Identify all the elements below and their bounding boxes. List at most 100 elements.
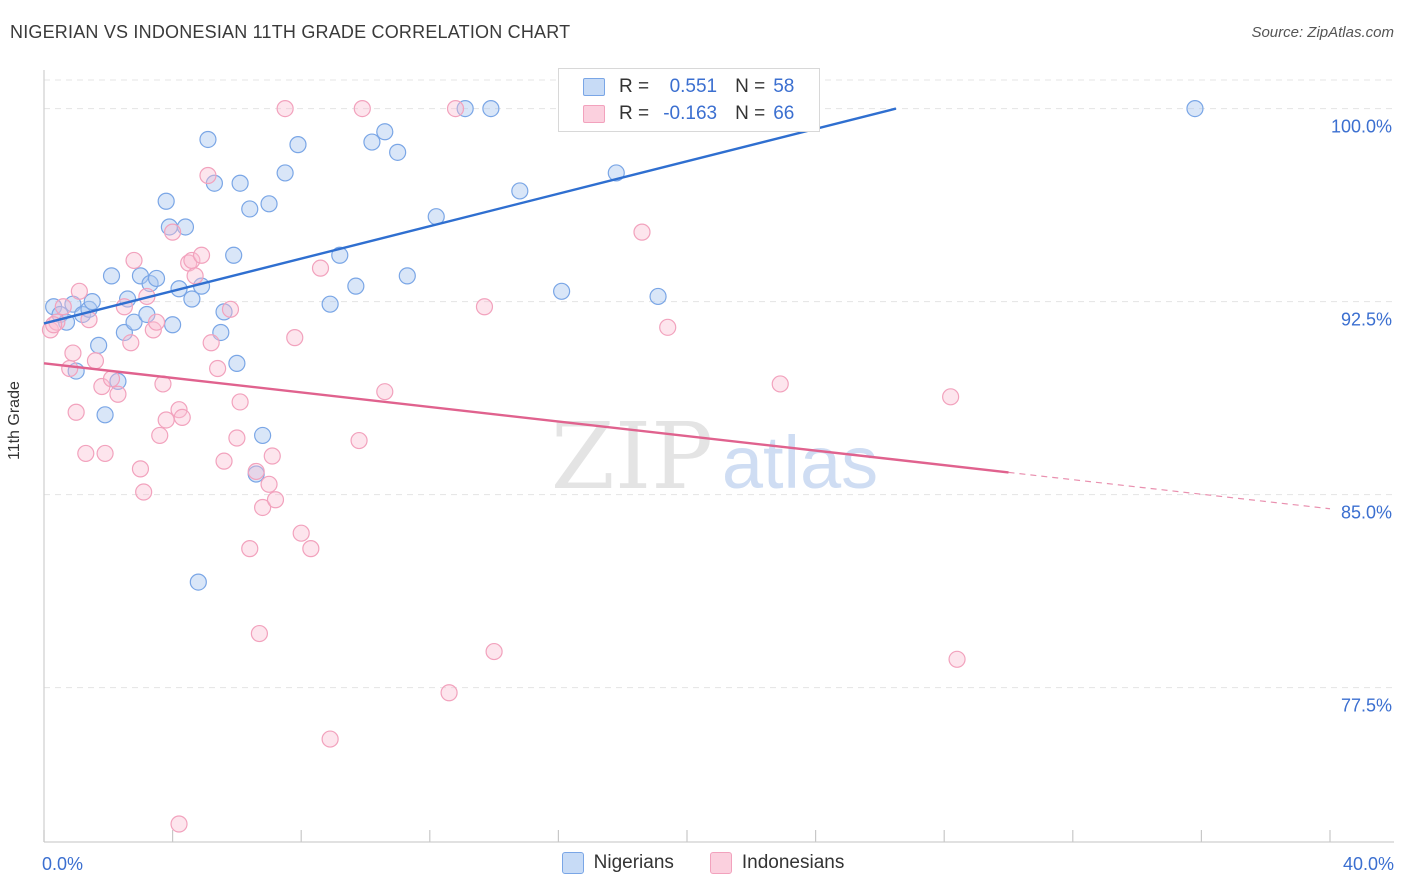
indonesian-point [942, 388, 960, 406]
nigerian-point [347, 277, 365, 295]
y-axis-title: 11th Grade [6, 381, 23, 460]
indonesian-point [228, 429, 246, 447]
nigerian-point [183, 290, 201, 308]
x-tick-label-max: 40.0% [1343, 854, 1394, 874]
indonesian-point [311, 259, 330, 277]
indonesian-point [485, 642, 503, 661]
indonesian-point [215, 452, 233, 470]
watermark: ZIP atlas [551, 403, 878, 510]
nigerian-point [649, 287, 667, 306]
source-label: Source: ZipAtlas.com [1251, 24, 1394, 41]
indonesian-point [192, 246, 211, 264]
indonesian-point [96, 444, 114, 463]
indonesian-point [446, 99, 465, 118]
x-tick-label-min: 0.0% [42, 854, 83, 874]
indonesian-point [173, 408, 191, 426]
nigerian-point [321, 295, 339, 313]
indonesian-point [948, 650, 966, 668]
indonesian-point [61, 359, 79, 378]
indonesian-point [231, 393, 249, 411]
indonesians-swatch [583, 105, 605, 123]
indonesian-point [302, 540, 320, 558]
nigerians-legend-label: Nigerians [593, 852, 674, 873]
nigerian-point [90, 336, 108, 354]
nigerian-point [164, 316, 182, 334]
y-tick-label: 100.0% [1331, 117, 1392, 137]
tick-label-layer: 77.5% 85.0% 92.5% 100.0% 0.0% 40.0% [42, 117, 1394, 874]
indonesian-point [659, 318, 677, 336]
y-tick-label: 92.5% [1341, 310, 1392, 330]
nigerian-point [96, 406, 114, 424]
indonesian-point [125, 251, 143, 270]
nigerians-r-value: 0.551 [669, 76, 718, 97]
nigerian-point [553, 282, 571, 300]
grid-layer [44, 79, 1394, 689]
nigerian-point [389, 143, 407, 161]
nigerian-trend-line [43, 107, 897, 325]
nigerian-point [228, 354, 246, 372]
indonesian-point [170, 815, 188, 833]
indonesian-point [350, 431, 368, 450]
legend-r-label: R = [619, 103, 650, 124]
points-layer [41, 97, 1204, 833]
nigerian-point [241, 200, 259, 218]
indonesian-point [250, 624, 269, 643]
trend-layer [43, 107, 1331, 510]
nigerian-point [511, 182, 529, 200]
indonesian-point [209, 359, 227, 378]
nigerians-legend-swatch [561, 852, 584, 874]
legend-item-indonesians: Indonesians [709, 852, 845, 874]
nigerian-point [331, 246, 349, 264]
nigerian-point [176, 218, 195, 236]
indonesian-point [475, 298, 494, 316]
indonesian-point [122, 334, 140, 352]
nigerian-point [1186, 99, 1204, 118]
indonesians-r-value: -0.163 [663, 103, 718, 124]
chart-title: NIGERIAN VS INDONESIAN 11TH GRADE CORREL… [10, 22, 571, 42]
indonesian-point [633, 223, 651, 241]
indonesian-point [64, 344, 82, 362]
indonesian-trend-line [43, 362, 1009, 474]
nigerian-point [231, 174, 249, 192]
series-legend: Nigerians Indonesians [0, 852, 1406, 874]
watermark-atlas: atlas [722, 421, 878, 504]
legend-row-indonesians: R = -0.163 N = 66 [583, 102, 812, 126]
indonesian-point [276, 99, 294, 118]
nigerian-point [157, 192, 175, 210]
nigerians-swatch [583, 78, 605, 96]
legend-r-label: R = [619, 76, 650, 97]
indonesian-point [266, 491, 285, 509]
y-tick-label: 85.0% [1341, 503, 1392, 523]
indonesian-point [164, 223, 182, 241]
indonesian-point [440, 684, 458, 702]
nigerian-point [199, 130, 217, 149]
indonesian-point [254, 498, 272, 517]
indonesian-point [135, 483, 153, 501]
nigerian-point [376, 123, 394, 141]
nigerian-point [363, 133, 381, 151]
indonesian-point [260, 475, 278, 493]
legend-n-label: N = [735, 76, 766, 97]
indonesian-point [147, 313, 166, 331]
nigerian-point [147, 269, 166, 288]
nigerian-point [83, 293, 101, 311]
indonesians-legend-swatch [709, 852, 732, 874]
indonesian-point [376, 383, 394, 401]
indonesians-legend-label: Indonesians [741, 852, 845, 873]
legend-row-nigerians: R = 0.551 N = 58 [583, 75, 812, 99]
indonesian-point [131, 460, 150, 478]
axes-layer [43, 70, 1394, 843]
nigerian-point [276, 164, 294, 182]
nigerian-point [125, 313, 143, 331]
nigerians-n-value: 58 [773, 76, 795, 97]
indonesian-point [221, 300, 240, 318]
indonesian-point [70, 282, 88, 300]
indonesian-point [186, 267, 204, 285]
nigerian-point [254, 426, 272, 445]
nigerian-point [102, 267, 121, 285]
indonesian-point [321, 730, 339, 748]
indonesian-point [292, 524, 310, 542]
legend-item-nigerians: Nigerians [561, 852, 674, 874]
indonesian-point [86, 352, 105, 370]
